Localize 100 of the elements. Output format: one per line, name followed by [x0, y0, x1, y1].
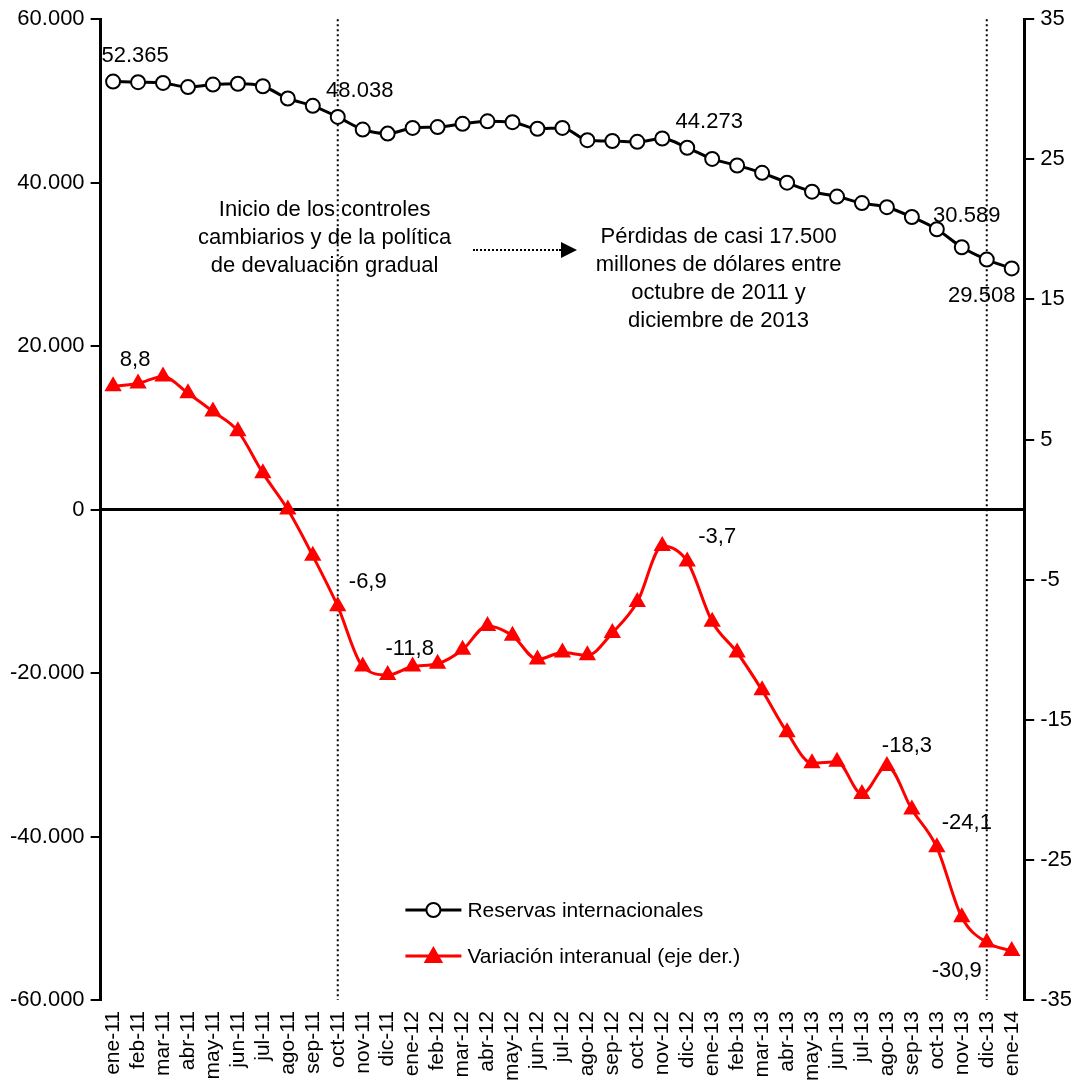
point [454, 115, 471, 132]
point [504, 114, 521, 131]
point [779, 723, 795, 738]
point [604, 623, 621, 638]
point [404, 657, 421, 672]
point [654, 537, 671, 552]
x-tick-label: sep-12 [599, 1010, 623, 1076]
y2-tick-label: 25 [1040, 145, 1065, 171]
data-label: 48.038 [326, 77, 394, 103]
data-label: 8,8 [119, 346, 151, 372]
point [804, 183, 821, 200]
point [629, 593, 646, 608]
point [179, 79, 196, 96]
y-tick-label: 0 [72, 495, 85, 521]
point [254, 464, 271, 479]
data-label: 44.273 [675, 107, 743, 133]
point [254, 78, 271, 95]
point [429, 119, 446, 136]
y-tick-label: -20.000 [9, 659, 85, 685]
point [279, 90, 296, 107]
x-tick-label: jul-13 [848, 1010, 872, 1064]
x-tick-label: ene-13 [698, 1010, 722, 1077]
data-label: -18,3 [881, 732, 932, 758]
x-tick-label: jun-13 [823, 1010, 847, 1071]
point [229, 75, 246, 92]
point [155, 74, 172, 91]
x-tick-label: jun-12 [524, 1010, 548, 1071]
x-tick-label: nov-12 [649, 1010, 673, 1076]
x-tick-label: sep-13 [898, 1010, 922, 1076]
annotation: Pérdidas de casi 17.500 millones de dólares entre octubre de 2011 y diciembre de 2013 [594, 222, 843, 334]
x-tick-label: ene-11 [99, 1010, 123, 1075]
point [754, 681, 771, 696]
x-tick-label: jul-11 [249, 1010, 273, 1062]
x-tick-label: feb-13 [723, 1010, 747, 1071]
x-tick-label: dic-11 [374, 1010, 398, 1067]
point [155, 367, 171, 382]
data-label: -6,9 [348, 568, 387, 594]
point [454, 640, 471, 655]
data-label: 52.365 [101, 41, 169, 67]
y2-tick-label: -25 [1040, 845, 1072, 871]
x-tick-label: ene-14 [998, 1010, 1022, 1077]
x-tick-label: sep-11 [299, 1010, 323, 1074]
point [704, 150, 721, 167]
point [928, 221, 945, 238]
point [304, 546, 321, 561]
point [729, 643, 746, 658]
legend-label: Reservas internacionales [467, 897, 704, 921]
point [130, 74, 147, 91]
point [978, 933, 995, 948]
point [854, 785, 870, 800]
point [329, 597, 346, 612]
point [579, 132, 596, 149]
y2-tick-label: -15 [1040, 705, 1072, 731]
y2-tick-label: -35 [1040, 986, 1072, 1012]
data-label: -24,1 [941, 809, 992, 835]
data-label: 29.508 [948, 282, 1016, 308]
x-tick-label: nov-13 [948, 1010, 972, 1076]
y-tick-label: -60.000 [9, 986, 85, 1012]
y-tick-label: -40.000 [9, 822, 85, 848]
point [953, 239, 970, 256]
x-tick-label: ago-12 [574, 1010, 598, 1077]
legend-label: Variación interanual (eje der.) [467, 943, 741, 967]
x-tick-label: ago-11 [274, 1010, 298, 1075]
x-tick-label: oct-13 [923, 1010, 947, 1070]
point [279, 500, 296, 515]
point [828, 188, 845, 205]
x-tick-label: mar-12 [449, 1010, 473, 1078]
point [354, 121, 371, 138]
y-tick-label: 40.000 [17, 168, 85, 194]
data-label: -3,7 [698, 523, 737, 549]
point [953, 908, 970, 923]
data-label: -11,8 [385, 634, 434, 660]
x-tick-label: may-11 [199, 1010, 223, 1080]
point [829, 752, 845, 767]
x-tick-label: dic-13 [973, 1010, 997, 1069]
point [804, 754, 820, 769]
x-tick-label: feb-12 [424, 1010, 448, 1071]
point [554, 643, 571, 658]
x-tick-label: nov-11 [349, 1010, 373, 1074]
point [579, 646, 596, 661]
point [679, 552, 696, 567]
point [130, 374, 146, 389]
x-tick-label: jul-12 [549, 1010, 573, 1064]
point [629, 133, 646, 150]
x-tick-label: may-13 [798, 1010, 822, 1082]
point [105, 73, 122, 90]
point [704, 612, 721, 627]
y2-tick-label: 35 [1040, 5, 1065, 31]
point [205, 402, 221, 417]
x-tick-label: abr-12 [474, 1010, 498, 1072]
data-label: 30.589 [933, 201, 1001, 227]
x-tick-label: abr-13 [773, 1010, 797, 1072]
point [903, 800, 920, 815]
point [878, 199, 895, 216]
x-tick-label: mar-11 [149, 1010, 173, 1076]
point [504, 626, 521, 641]
point [928, 838, 945, 853]
x-tick-label: ene-12 [399, 1010, 423, 1077]
point [105, 377, 122, 392]
y-tick-label: 60.000 [17, 5, 85, 31]
